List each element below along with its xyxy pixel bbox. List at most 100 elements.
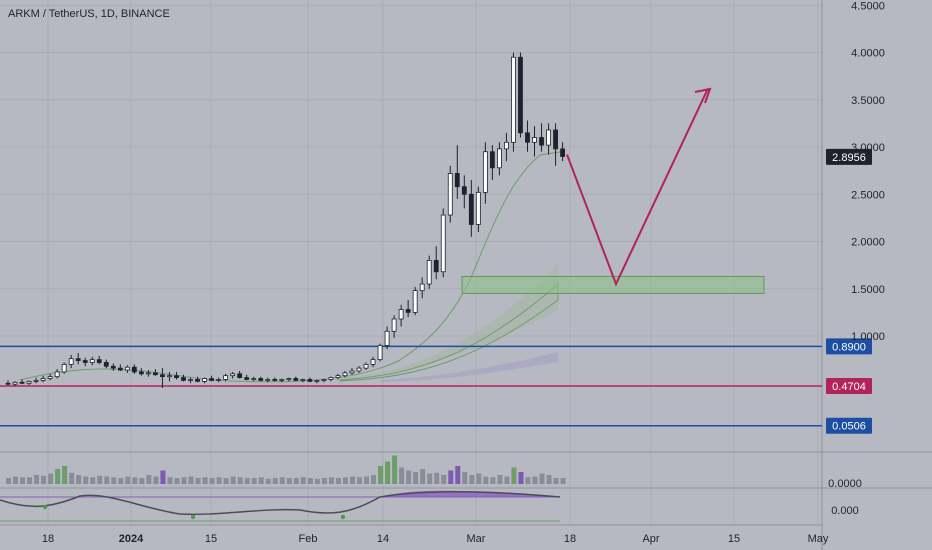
- volume-bar: [20, 477, 26, 484]
- volume-bar: [195, 478, 201, 484]
- candle-body: [349, 370, 355, 374]
- volume-bar: [209, 478, 215, 484]
- volume-bar: [434, 472, 440, 484]
- horizontal-levels: 0.8900 0.4704 0.0506: [0, 338, 872, 434]
- candle-body: [131, 366, 137, 373]
- price-tick-label: 3.5000: [851, 95, 885, 107]
- oscillator-tick-label: 0.000: [831, 505, 859, 517]
- volume-bar: [48, 473, 54, 484]
- candle-body: [440, 214, 446, 273]
- candle-body: [237, 373, 243, 378]
- oscillator-signal-dot: [42, 504, 48, 510]
- candle-body: [209, 378, 214, 381]
- volume-bar: [69, 472, 75, 484]
- candle-body: [419, 283, 425, 292]
- volume-bar: [146, 475, 152, 484]
- candle-body: [405, 309, 411, 313]
- candle-body: [61, 363, 67, 373]
- ma-line: [339, 282, 559, 382]
- candle-body: [482, 151, 488, 193]
- time-tick-label: Mar: [467, 533, 486, 545]
- candle-body: [518, 56, 523, 134]
- time-tick-label: May: [808, 533, 829, 545]
- volume-bar: [104, 476, 110, 484]
- volume-bar: [265, 478, 271, 484]
- volume-bar: [504, 476, 510, 484]
- candle-body: [504, 141, 509, 150]
- volume-bar: [160, 470, 166, 484]
- grid: [0, 0, 822, 525]
- oscillator-line: [0, 491, 561, 516]
- oscillator-pane: [0, 490, 561, 522]
- candle-body: [539, 137, 544, 146]
- volume-bar: [385, 461, 391, 484]
- volume-bar: [6, 478, 11, 484]
- volume-bar: [406, 470, 412, 484]
- time-axis[interactable]: 18 2024 15 Feb 14 Mar 18 Apr 15 May: [42, 533, 829, 545]
- volume-bar: [448, 470, 454, 484]
- candle-body: [40, 378, 46, 381]
- candle-body: [124, 366, 130, 371]
- volume-bar: [483, 476, 489, 484]
- volume-bar: [27, 477, 33, 484]
- candle-body: [370, 359, 376, 365]
- volume-bar: [251, 478, 257, 484]
- support-zone: [461, 275, 765, 294]
- price-axis[interactable]: 4.50004.00003.50003.00002.50002.00001.50…: [826, 0, 885, 517]
- time-tick-label: 18: [564, 533, 576, 545]
- candle-body: [75, 358, 81, 361]
- candle-body: [5, 382, 11, 385]
- candle-body: [525, 132, 530, 143]
- candle-body: [391, 318, 397, 332]
- candle-body: [96, 359, 102, 363]
- candle-body: [377, 345, 383, 361]
- projection-path: [566, 87, 712, 287]
- candle-body: [489, 151, 495, 169]
- level-tag-label: 0.4704: [832, 381, 866, 393]
- oscillator-tick-label: 0.0000: [828, 478, 862, 490]
- price-tick-label: 2.0000: [851, 237, 885, 249]
- last-price-label: 2.8956: [832, 152, 866, 164]
- candle-body: [286, 378, 292, 380]
- time-tick-label: 14: [377, 533, 389, 545]
- volume-bar: [469, 475, 475, 484]
- volume-bar: [328, 477, 334, 484]
- volume-bar: [223, 478, 229, 484]
- volume-bar: [455, 466, 461, 484]
- volume-bar: [125, 476, 131, 484]
- volume-bar: [202, 477, 208, 484]
- projection-line: [566, 87, 709, 287]
- volume-bar: [244, 478, 250, 484]
- volume-bar: [216, 477, 222, 484]
- ma-band-upper: [340, 265, 558, 380]
- volume-bar: [83, 476, 89, 484]
- volume-bar: [525, 477, 531, 484]
- volume-bar: [188, 476, 194, 484]
- volume-bar: [111, 477, 117, 484]
- time-tick-label: Apr: [642, 533, 659, 545]
- price-tick-label: 4.0000: [851, 48, 885, 60]
- candle-body: [26, 380, 32, 384]
- candle-body: [181, 377, 186, 381]
- level-tag: [826, 338, 872, 355]
- ma-band-lower: [380, 352, 558, 382]
- candle-body: [532, 137, 537, 143]
- level-tag: [826, 378, 872, 395]
- candle-body: [293, 378, 299, 381]
- volume-bar: [427, 473, 433, 484]
- volume-bar: [230, 476, 236, 484]
- volume-bar: [518, 472, 524, 484]
- oscillator-signal-dot: [190, 514, 196, 520]
- candle-body: [188, 379, 193, 381]
- candle-body: [68, 358, 74, 365]
- volume-bar: [62, 466, 68, 484]
- candle-body: [468, 193, 474, 225]
- candle-body: [138, 371, 144, 375]
- candle-body: [89, 359, 95, 363]
- candle-body: [153, 372, 158, 376]
- volume-bar: [76, 475, 82, 484]
- volume-bar: [279, 477, 285, 484]
